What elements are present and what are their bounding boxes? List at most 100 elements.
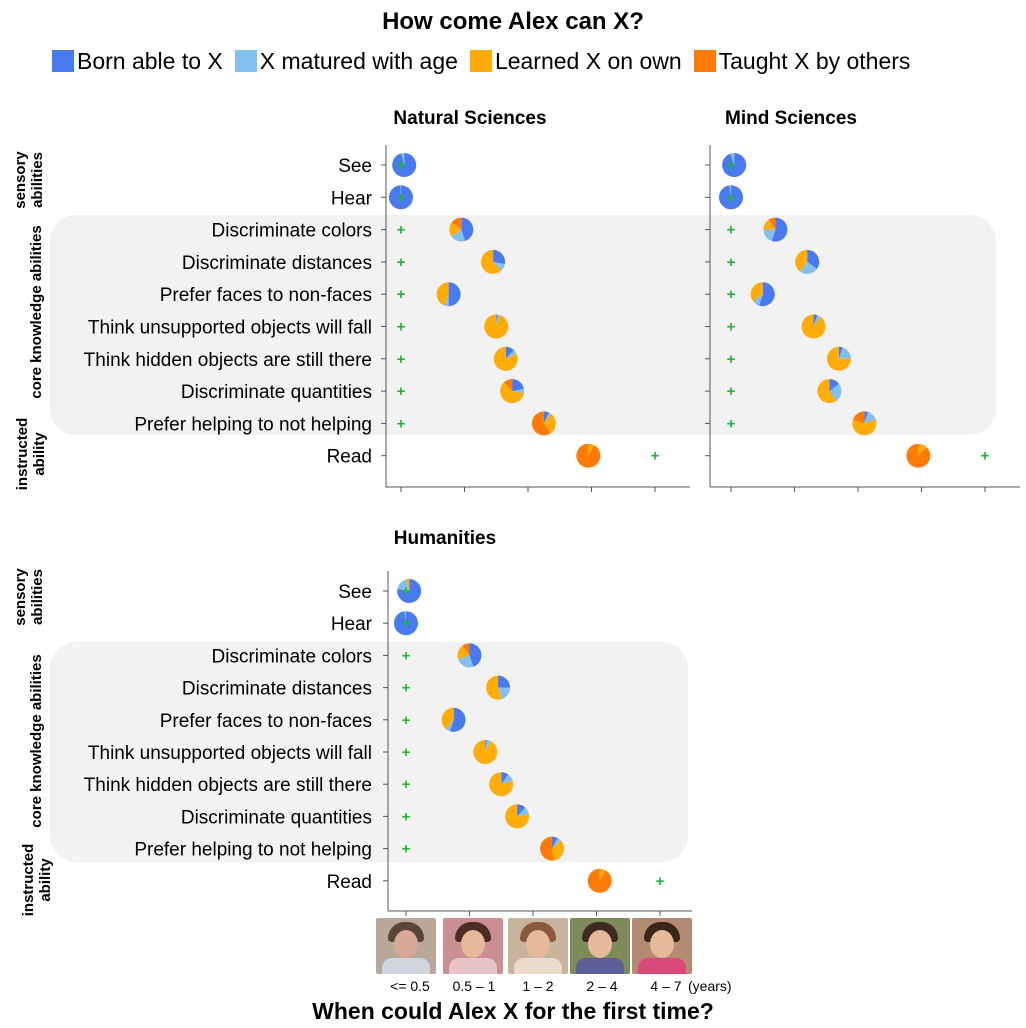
pie-marker [906, 443, 931, 468]
group-label: sensoryabilities [12, 568, 46, 626]
panel-2: Humanities See + Hear + Discriminate colors + D… [84, 528, 692, 916]
pie-slice [730, 153, 735, 165]
child-photo-school-age [632, 918, 692, 974]
y-tick-label: Discriminate distances [182, 253, 372, 274]
pie-slice [729, 185, 731, 198]
pie-marker [750, 282, 775, 307]
plus-marker: + [727, 383, 736, 400]
child-photo-newborn [376, 918, 436, 974]
child-photo-infant [443, 918, 503, 974]
pie-slice [500, 382, 524, 404]
pie-marker [473, 739, 498, 764]
plus-marker: + [402, 776, 411, 793]
pie-slice [451, 217, 462, 230]
pie-slice [759, 282, 775, 307]
pie-slice [388, 185, 413, 210]
pie-marker [397, 579, 422, 603]
pie-slice [512, 388, 525, 394]
y-tick-label: Discriminate quantities [181, 807, 372, 828]
pie-slice [813, 315, 821, 327]
pie-slice [795, 249, 808, 272]
pie-slice [462, 643, 470, 656]
pie-slice [392, 153, 417, 177]
pie-slice [718, 185, 743, 210]
pie-slice [393, 611, 418, 636]
y-tick-label: Prefer helping to not helping [134, 840, 372, 861]
plus-marker: + [402, 808, 411, 825]
x-tick-label: 4 – 7 [650, 978, 682, 994]
pie-slice [763, 219, 776, 230]
pie-marker [392, 153, 417, 177]
plus-marker: + [397, 415, 406, 432]
pie-marker [441, 707, 466, 732]
y-tick-label: Think unsupported objects will fall [88, 743, 372, 764]
pie-marker [500, 379, 525, 404]
pie-slice [543, 412, 551, 424]
pie-slice [493, 261, 505, 271]
pie-slice [826, 346, 851, 371]
y-tick-label: See [338, 582, 372, 603]
pie-slice [599, 868, 606, 881]
pie-marker [540, 836, 565, 861]
legend-item-taught: Taught X by others [693, 48, 910, 75]
pie-slice [838, 346, 843, 359]
pie-marker [493, 346, 518, 371]
pie-marker [393, 611, 418, 636]
pie-slice [852, 419, 877, 436]
pie-slice [449, 707, 466, 732]
group-label: instructedability [14, 418, 48, 491]
pie-slice [489, 772, 514, 797]
pie-slice [768, 217, 776, 230]
legend: Born able to X X matured with age Learne… [52, 46, 922, 76]
x-tick-label: 2 – 4 [586, 978, 618, 994]
pie-slice [461, 217, 474, 242]
plus-marker: + [727, 222, 736, 239]
pie-marker [587, 868, 612, 893]
y-tick-label: Prefer faces to non-faces [160, 711, 372, 732]
pie-marker [449, 217, 474, 242]
pie-slice [588, 443, 595, 456]
x-unit-label: (years) [688, 978, 732, 994]
pie-marker [852, 411, 877, 436]
child-photo-preschooler [570, 918, 630, 974]
plus-marker: + [402, 583, 411, 600]
pie-slice [722, 153, 747, 177]
group-label: sensoryabilities [12, 151, 46, 209]
pie-marker [826, 346, 851, 371]
plus-marker: + [402, 841, 411, 858]
pie-slice [800, 261, 817, 274]
y-tick-label: Hear [331, 614, 373, 635]
pie-slice [517, 804, 526, 817]
pie-slice [458, 655, 474, 668]
pie-slice [505, 346, 514, 359]
pie-slice [485, 739, 487, 752]
plus-marker: + [397, 254, 406, 271]
y-tick-label: Read [327, 447, 372, 468]
panel-title: Humanities [394, 528, 496, 549]
core-knowledge-band [50, 642, 688, 862]
pie-slice [531, 411, 551, 436]
plus-marker: + [397, 319, 406, 336]
y-tick-label: Discriminate colors [212, 646, 372, 667]
pie-marker [718, 185, 743, 210]
panel-title: Mind Sciences [725, 108, 857, 129]
legend-swatch-matured [234, 50, 257, 72]
pie-slice [807, 249, 820, 269]
legend-label-matured: X matured with age [259, 47, 458, 74]
y-tick-label: Think hidden objects are still there [84, 350, 372, 371]
pie-slice [397, 579, 422, 603]
pie-marker [481, 249, 506, 274]
pie-slice [481, 249, 502, 274]
pie-slice [552, 836, 558, 849]
plus-marker: + [397, 351, 406, 368]
panel-1: Mind Sciences + + + + + + + + + + [705, 108, 1020, 492]
pie-slice [496, 314, 500, 327]
pie-marker [817, 379, 842, 404]
group-label: core knowledge abilities [28, 225, 45, 398]
pie-slice [864, 411, 876, 424]
pie-slice [587, 868, 612, 893]
pie-slice [493, 346, 518, 371]
chart-title: How come Alex can X? [382, 8, 644, 35]
pie-slice [817, 379, 837, 404]
pie-marker [763, 217, 788, 242]
